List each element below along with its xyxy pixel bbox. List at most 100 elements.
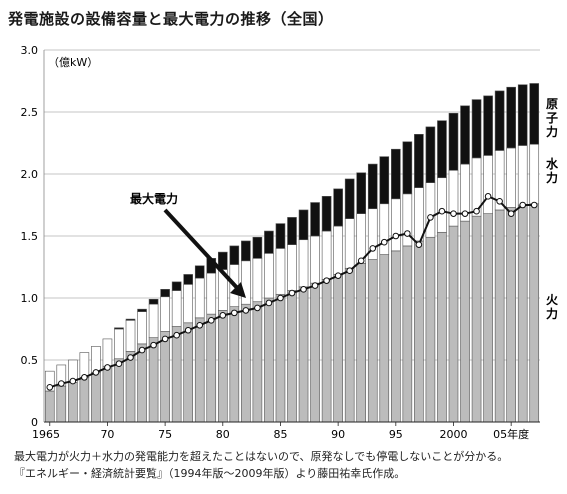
peak-demand-point xyxy=(196,321,204,329)
x-tick-label: 80 xyxy=(216,428,230,441)
bar-stack xyxy=(91,346,101,423)
bar-thermal xyxy=(79,377,90,423)
peak-demand-point xyxy=(380,238,388,246)
bar-nuclear xyxy=(321,196,332,232)
bar-nuclear xyxy=(425,126,436,183)
bar-thermal xyxy=(391,250,401,423)
bar-stack xyxy=(379,156,390,423)
peak-demand-point xyxy=(207,317,215,324)
bar-stack xyxy=(437,120,447,423)
bar-nuclear xyxy=(483,95,493,156)
bar-stack xyxy=(517,84,528,423)
bar-stack xyxy=(425,126,436,423)
bar-thermal xyxy=(275,293,286,423)
bar-thermal xyxy=(137,343,147,423)
y-axis-label: （億kW） xyxy=(48,56,98,69)
bar-hydro xyxy=(160,296,170,332)
bar-thermal xyxy=(44,390,55,423)
x-tick-label: 95 xyxy=(389,428,403,441)
peak-demand-point xyxy=(81,374,88,381)
bar-hydro xyxy=(344,218,355,269)
bar-nuclear xyxy=(171,281,182,291)
bar-thermal xyxy=(298,286,309,423)
bar-nuclear xyxy=(437,120,447,179)
x-tick-label: 75 xyxy=(158,428,172,441)
bar-thermal xyxy=(114,358,124,423)
peak-demand-point xyxy=(69,377,77,385)
bar-thermal xyxy=(287,290,297,423)
peak-demand-point xyxy=(288,289,296,297)
peak-demand-point xyxy=(92,369,100,376)
bar-hydro xyxy=(79,352,90,378)
bar-nuclear xyxy=(367,163,378,210)
bar-nuclear xyxy=(402,141,413,195)
x-tick-label: 05年度 xyxy=(493,427,529,441)
peak-demand-point xyxy=(404,230,411,237)
peak-demand-point xyxy=(461,210,469,217)
bar-stack xyxy=(448,112,459,423)
bar-stack xyxy=(471,99,482,423)
bar-nuclear xyxy=(287,217,297,245)
bar-hydro xyxy=(102,338,113,367)
peak-demand-point xyxy=(496,197,503,205)
bar-hydro xyxy=(206,272,217,315)
bar-hydro xyxy=(391,198,401,252)
bar-thermal xyxy=(425,236,436,423)
x-tick-label: 85 xyxy=(273,428,287,441)
bar-thermal xyxy=(414,240,424,423)
bar-nuclear xyxy=(125,318,136,321)
bar-stack xyxy=(44,370,55,423)
bar-thermal xyxy=(506,207,516,423)
bar-hydro xyxy=(321,230,332,280)
bar-hydro xyxy=(264,253,274,299)
bar-hydro xyxy=(379,203,390,255)
bar-hydro xyxy=(298,239,309,288)
bar-thermal xyxy=(56,385,67,423)
bar-stack xyxy=(252,236,263,423)
bar-nuclear xyxy=(414,134,424,188)
bar-thermal xyxy=(471,215,482,423)
bar-hydro xyxy=(483,155,493,214)
series-label-nuclear: 力 xyxy=(546,124,558,139)
peak-demand-point xyxy=(427,214,434,221)
bar-stack xyxy=(367,163,378,423)
bar-stack xyxy=(137,308,147,423)
bar-hydro xyxy=(529,143,540,205)
bar-hydro xyxy=(91,346,101,373)
bar-nuclear xyxy=(148,298,159,305)
peak-demand-point xyxy=(115,360,123,368)
bar-nuclear xyxy=(471,99,482,159)
bar-thermal xyxy=(333,274,343,423)
bar-thermal xyxy=(402,245,413,423)
bar-thermal xyxy=(102,365,113,423)
bar-thermal xyxy=(241,303,251,423)
peak-demand-point xyxy=(104,364,111,371)
bar-nuclear xyxy=(460,105,470,165)
bar-thermal xyxy=(252,301,263,423)
bar-thermal xyxy=(494,209,505,423)
bar-stack xyxy=(275,223,286,423)
bar-stack xyxy=(391,148,401,423)
bar-thermal xyxy=(148,337,159,423)
annotation-arrow-shaft xyxy=(163,208,242,293)
bar-hydro xyxy=(137,311,147,345)
x-tick-label: 70 xyxy=(100,428,114,441)
bar-nuclear xyxy=(194,265,205,279)
bar-stack xyxy=(494,90,505,423)
peak-demand-point xyxy=(173,331,180,339)
peak-demand-point xyxy=(346,267,353,275)
peak-demand-point xyxy=(150,341,157,349)
bar-stack xyxy=(506,86,516,423)
y-tick-label: 2.5 xyxy=(21,106,39,119)
bar-thermal xyxy=(310,282,320,423)
bar-stack xyxy=(356,172,367,423)
peak-demand-point xyxy=(265,299,273,307)
bar-hydro xyxy=(275,248,286,295)
bar-thermal xyxy=(448,225,459,423)
bar-hydro xyxy=(194,277,205,319)
bar-thermal xyxy=(68,382,78,423)
peak-demand-point xyxy=(161,335,169,343)
bar-nuclear xyxy=(506,86,516,149)
bar-stack xyxy=(206,258,217,423)
